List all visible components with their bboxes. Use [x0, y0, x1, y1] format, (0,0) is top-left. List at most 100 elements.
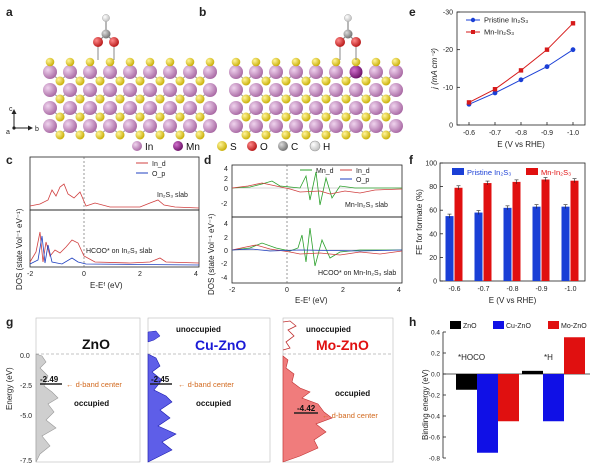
s-atom — [175, 94, 185, 104]
s-atom — [341, 112, 351, 122]
legend-label-h-2: Mo-ZnO — [561, 323, 587, 330]
cu-center-label: ← d-band center — [178, 380, 234, 389]
legend-atom-s — [217, 141, 227, 151]
s-atom — [281, 112, 291, 122]
bar-h — [564, 337, 585, 374]
in-atom — [103, 101, 117, 115]
legend-swatch-h-1 — [493, 321, 504, 329]
in-atom — [269, 119, 283, 133]
s-atom — [241, 112, 251, 122]
s-atom — [75, 94, 85, 104]
panel-label-g: g — [6, 315, 13, 329]
ytick-d-bot-0: 4 — [224, 221, 228, 228]
s-atom — [195, 112, 205, 122]
s-atom — [271, 57, 281, 67]
data-point-e — [518, 77, 524, 83]
xlabel-e: E (V vs RHE) — [497, 140, 545, 149]
in-atom — [143, 101, 157, 115]
s-atom — [311, 57, 321, 67]
panel-d-dos: Mn_d In_d O_p Mn-In₂S₃ slab HCOO* on Mn-… — [207, 164, 403, 305]
in-atom — [289, 83, 303, 97]
s-atom — [281, 94, 291, 104]
in-atom — [163, 101, 177, 115]
in-atom — [163, 65, 177, 79]
bar-f — [532, 206, 541, 281]
in-atom — [329, 101, 343, 115]
ytick-label-e: -30 — [443, 10, 453, 17]
s-atom — [261, 112, 271, 122]
s-atom — [135, 76, 145, 86]
cu-zno-title: Cu-ZnO — [195, 337, 246, 353]
legend-marker-e-0 — [470, 17, 476, 23]
s-atom — [155, 130, 165, 140]
s-atom — [105, 57, 115, 67]
ytick-g-1: -2.5 — [20, 383, 32, 390]
xtick-label-e: -1.0 — [567, 130, 579, 137]
s-atom — [281, 130, 291, 140]
in-atom — [329, 83, 343, 97]
in-atom — [43, 65, 57, 79]
ylabel-f: FE for formate (%) — [415, 189, 424, 255]
s-atom — [75, 112, 85, 122]
s-atom — [75, 130, 85, 140]
in-atom — [183, 101, 197, 115]
in-d-curve-top-d — [231, 182, 403, 195]
in-atom — [369, 65, 383, 79]
s-atom — [351, 57, 361, 67]
zno-dos-panel: ZnO -2.49 ← d-band center occupied — [35, 317, 141, 463]
in-atom — [269, 65, 283, 79]
h-atom — [344, 14, 352, 22]
cu-unoccupied: unoccupied — [176, 325, 221, 334]
s-atom — [381, 76, 391, 86]
in-atom — [369, 83, 383, 97]
s-atom — [391, 57, 401, 67]
legend-marker-e-1 — [471, 30, 475, 34]
in-atom — [249, 65, 263, 79]
axis-a-label: a — [6, 129, 10, 136]
in-atom — [369, 119, 383, 133]
in-atom — [183, 83, 197, 97]
ytick-label-f: 80 — [429, 184, 437, 191]
ytick-label-f: 40 — [429, 231, 437, 238]
s-atom — [195, 130, 205, 140]
s-atom — [301, 76, 311, 86]
in-atom — [269, 83, 283, 97]
ytick-label-e: -20 — [443, 47, 453, 54]
in-atom — [203, 101, 217, 115]
panel-d-legend: Mn_d In_d O_p — [300, 168, 370, 184]
s-atom — [145, 57, 155, 67]
s-atom — [175, 130, 185, 140]
legend-atom-c — [278, 141, 288, 151]
s-atom — [95, 76, 105, 86]
s-atom — [55, 94, 65, 104]
atom-legend: In Mn S O C H — [132, 140, 330, 153]
ytick-label-h: -0.6 — [429, 435, 441, 442]
s-atom — [261, 94, 271, 104]
s-atom — [115, 130, 125, 140]
legend-in-d-d: In_d — [356, 168, 370, 175]
s-atom — [45, 57, 55, 67]
in-atom — [203, 83, 217, 97]
in-atom — [369, 101, 383, 115]
in-atom — [123, 83, 137, 97]
in-d-curve-top — [29, 183, 200, 209]
s-atom — [115, 94, 125, 104]
series-line-e-0 — [468, 49, 574, 105]
o-p-curve-bottom-d — [231, 248, 403, 252]
h-atom — [102, 14, 110, 22]
legend-label-e-0: Pristine In₂S₃ — [484, 16, 528, 25]
panel-g-dband: Energy (eV) 0.0 -2.5 -5.0 -7.5 ZnO -2.49… — [5, 317, 394, 465]
in-atom — [163, 83, 177, 97]
in-atom — [143, 83, 157, 97]
zno-center-value: -2.49 — [40, 375, 59, 384]
o-atom — [93, 37, 103, 47]
o-atom — [351, 37, 361, 47]
ylabel-e: j (mA cm⁻²) — [430, 48, 439, 90]
xtick-label-f: -0.7 — [477, 286, 489, 293]
in-d-curve-bottom — [29, 231, 200, 264]
legend-label-s: S — [230, 142, 237, 153]
bar-h — [477, 374, 498, 453]
xtick-label-e: -0.7 — [489, 130, 501, 137]
s-atom — [195, 76, 205, 86]
ytick-g-2: -5.0 — [20, 413, 32, 420]
